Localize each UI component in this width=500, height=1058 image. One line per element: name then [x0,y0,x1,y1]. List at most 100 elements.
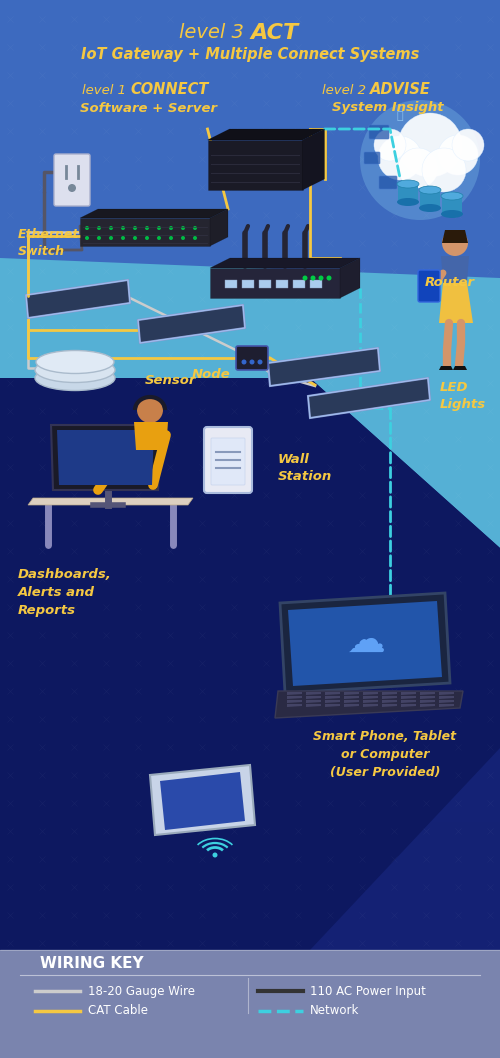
Polygon shape [382,692,397,695]
Text: WIRING KEY: WIRING KEY [40,956,144,971]
Polygon shape [210,258,360,268]
Circle shape [398,113,462,177]
Bar [293,280,305,288]
Polygon shape [287,696,302,699]
Polygon shape [306,700,321,703]
Polygon shape [363,704,378,707]
Circle shape [193,236,197,240]
Polygon shape [138,305,245,343]
Ellipse shape [441,209,463,218]
Polygon shape [382,704,397,707]
Polygon shape [398,184,418,202]
Circle shape [193,226,197,230]
Polygon shape [57,430,154,485]
Circle shape [133,236,137,240]
Polygon shape [306,696,321,699]
FancyBboxPatch shape [369,125,389,139]
Polygon shape [80,209,228,218]
Polygon shape [325,700,340,703]
Polygon shape [280,592,450,693]
FancyBboxPatch shape [379,176,397,189]
Circle shape [302,275,308,280]
Text: IoT Gateway + Multiple Connect Systems: IoT Gateway + Multiple Connect Systems [81,48,419,62]
Circle shape [109,236,113,240]
Circle shape [97,236,101,240]
Polygon shape [134,422,168,450]
Text: Node: Node [191,368,230,382]
Ellipse shape [419,186,441,194]
Polygon shape [401,696,416,699]
Circle shape [258,360,262,365]
Circle shape [145,236,149,240]
Polygon shape [287,704,302,707]
FancyBboxPatch shape [236,346,268,370]
Text: ADVISE: ADVISE [370,83,431,97]
Circle shape [137,397,163,423]
Circle shape [85,226,89,230]
Circle shape [360,101,480,220]
Polygon shape [210,209,228,247]
Text: Ethernet
Switch: Ethernet Switch [18,229,80,258]
Text: Wall
Station: Wall Station [278,453,332,484]
Circle shape [181,236,185,240]
Circle shape [452,129,484,161]
Text: Software + Server: Software + Server [80,102,216,114]
Circle shape [181,226,185,230]
Polygon shape [442,196,462,214]
Text: Network: Network [310,1004,360,1018]
Polygon shape [287,692,302,695]
Polygon shape [439,282,473,323]
Circle shape [68,184,76,191]
Circle shape [374,129,406,161]
Polygon shape [0,0,500,548]
Polygon shape [439,692,454,695]
Circle shape [318,275,324,280]
Circle shape [157,226,161,230]
Circle shape [121,226,125,230]
Ellipse shape [397,198,419,206]
Polygon shape [344,700,359,703]
Polygon shape [401,692,416,695]
Ellipse shape [35,358,115,383]
Polygon shape [288,601,442,686]
Polygon shape [275,691,463,718]
Polygon shape [401,700,416,703]
Circle shape [326,275,332,280]
Text: Dashboards,
Alerts and
Reports: Dashboards, Alerts and Reports [18,568,112,617]
Bar [225,280,237,288]
Polygon shape [420,696,435,699]
Ellipse shape [441,191,463,200]
Polygon shape [150,765,255,835]
Polygon shape [306,692,321,695]
Ellipse shape [36,350,114,373]
Text: Smart Phone, Tablet
or Computer
(User Provided): Smart Phone, Tablet or Computer (User Pr… [314,730,456,779]
Circle shape [169,236,173,240]
Circle shape [121,236,125,240]
Text: 🔒: 🔒 [396,111,404,121]
Circle shape [242,360,246,365]
Polygon shape [382,696,397,699]
FancyBboxPatch shape [418,270,440,302]
Ellipse shape [419,204,441,212]
Circle shape [442,230,468,256]
Circle shape [310,275,316,280]
Polygon shape [453,366,467,370]
Polygon shape [439,704,454,707]
Bar [259,280,271,288]
Circle shape [422,148,466,191]
Text: LED
Lights: LED Lights [440,381,486,411]
Polygon shape [28,498,193,505]
Circle shape [97,226,101,230]
Polygon shape [325,704,340,707]
Polygon shape [340,258,360,298]
Polygon shape [268,348,380,386]
Polygon shape [26,280,130,318]
Polygon shape [344,696,359,699]
Text: Router: Router [425,276,475,290]
Polygon shape [160,772,245,829]
Circle shape [378,136,422,180]
Polygon shape [401,704,416,707]
Polygon shape [420,692,435,695]
Text: ACT: ACT [250,23,298,43]
Polygon shape [325,696,340,699]
